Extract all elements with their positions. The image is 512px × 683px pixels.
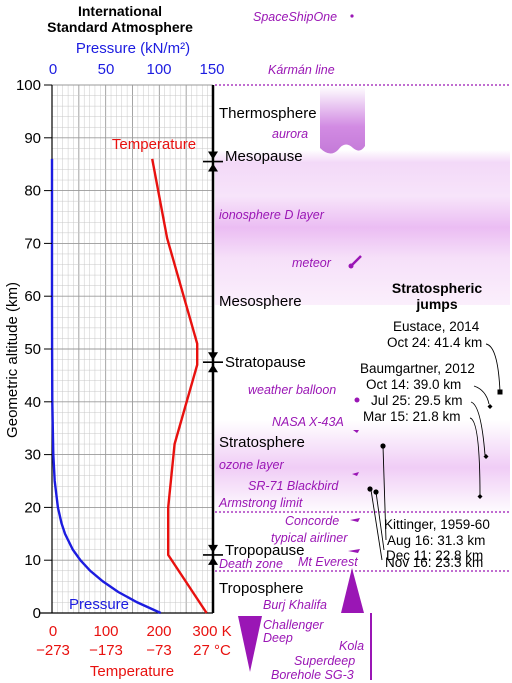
challenger-deep-shape bbox=[238, 616, 262, 672]
annot-meteor: meteor bbox=[292, 256, 332, 270]
temp-c-tick-300: 27 °C bbox=[193, 642, 231, 659]
airliner-icon bbox=[348, 549, 360, 553]
title-line-2: Standard Atmosphere bbox=[47, 19, 193, 35]
temperature-curve-label: Temperature bbox=[112, 136, 196, 153]
temp-c-tick-200: −73 bbox=[146, 642, 171, 659]
layer-mesosphere: Mesosphere bbox=[219, 293, 302, 310]
meteor-icon bbox=[348, 255, 362, 269]
annot-burj-khalifa: Burj Khalifa bbox=[263, 598, 327, 612]
altitude-tick-label: 80 bbox=[24, 183, 41, 200]
temp-k-tick-100: 100 bbox=[93, 623, 118, 640]
temp-c-tick-100: −173 bbox=[89, 642, 123, 659]
annot-ionosphere: ionosphere D layer bbox=[219, 208, 325, 222]
below-challenger: Challenger bbox=[263, 618, 324, 632]
annot-karman-line: Kármán line bbox=[268, 63, 335, 77]
altitude-tick-label: 60 bbox=[24, 288, 41, 305]
ionosphere-band bbox=[215, 150, 510, 305]
below-kola: Kola bbox=[339, 639, 364, 653]
altitude-tick-label: 70 bbox=[24, 235, 41, 252]
jumper-kittinger: Kittinger, 1959-60 bbox=[384, 517, 490, 532]
annot-concorde: Concorde bbox=[285, 514, 339, 528]
altitude-tick-label: 90 bbox=[24, 130, 41, 147]
title-line-1: International bbox=[78, 3, 162, 19]
altitude-tick-label: 10 bbox=[24, 552, 41, 569]
jumper-baumgartner: Baumgartner, 2012 bbox=[360, 361, 475, 376]
annot-death-zone: Death zone bbox=[219, 557, 283, 571]
pause-markers bbox=[203, 151, 223, 565]
baumgartner-entry-1: Oct 14: 39.0 km bbox=[366, 377, 461, 392]
jump-markers bbox=[367, 343, 503, 561]
pressure-axis-label: Pressure (kN/m²) bbox=[76, 40, 190, 57]
pause-marker bbox=[203, 151, 223, 172]
altitude-tick-label: 20 bbox=[24, 499, 41, 516]
pressure-curve-label: Pressure bbox=[69, 596, 129, 613]
altitude-tick-label: 0 bbox=[33, 605, 41, 622]
annot-weather-balloon: weather balloon bbox=[248, 383, 336, 397]
annot-ozone-layer: ozone layer bbox=[219, 458, 284, 472]
baumgartner-entry-2: Jul 25: 29.5 km bbox=[371, 393, 463, 408]
chart-grid bbox=[51, 84, 214, 614]
kittinger-entry-2: Dec 11: 22.8 km bbox=[386, 548, 483, 563]
pressure-tick-0: 0 bbox=[49, 61, 57, 78]
altitude-ticks: 0 10 20 30 40 50 60 70 80 90 100 bbox=[16, 77, 52, 622]
temp-k-tick-0: 0 bbox=[49, 623, 57, 640]
below-borehole: Borehole SG-3 bbox=[271, 668, 354, 682]
ozone-band bbox=[215, 420, 510, 515]
annot-aurora: aurora bbox=[272, 127, 308, 141]
pause-stratopause: Stratopause bbox=[225, 354, 306, 371]
altitude-axis-label: Geometric altitude (km) bbox=[4, 282, 21, 438]
annot-sr71: SR-71 Blackbird bbox=[248, 479, 339, 493]
altitude-tick-label: 50 bbox=[24, 341, 41, 358]
layer-thermosphere: Thermosphere bbox=[219, 105, 317, 122]
kittinger-entry-1: Aug 16: 31.3 km bbox=[387, 533, 485, 548]
annot-typical-airliner: typical airliner bbox=[271, 531, 348, 545]
pause-mesopause: Mesopause bbox=[225, 148, 303, 165]
layer-troposphere: Troposphere bbox=[219, 580, 304, 597]
temperature-curve bbox=[151, 158, 208, 614]
concorde-icon bbox=[350, 518, 360, 522]
annot-spaceshipone: SpaceShipOne bbox=[253, 10, 337, 24]
layer-stratosphere: Stratosphere bbox=[219, 434, 305, 451]
aurora-shape bbox=[320, 86, 365, 154]
annot-armstrong-limit: Armstrong limit bbox=[218, 496, 303, 510]
pressure-tick-150: 150 bbox=[199, 61, 224, 78]
altitude-tick-label: 40 bbox=[24, 394, 41, 411]
eustace-entry-1: Oct 24: 41.4 km bbox=[387, 335, 482, 350]
annot-mt-everest: Mt Everest bbox=[298, 555, 358, 569]
everest-mountain bbox=[341, 568, 364, 613]
pause-tropopause: Tropopause bbox=[225, 542, 305, 559]
below-deep: Deep bbox=[263, 631, 293, 645]
x43a-icon bbox=[353, 430, 359, 433]
kittinger-entry-3: Nov 16: 23.3 km bbox=[385, 555, 483, 570]
jumps-title-line-2: jumps bbox=[415, 296, 457, 312]
weather-balloon-dot bbox=[354, 397, 360, 403]
spaceshipone-dot bbox=[350, 14, 354, 18]
annot-nasa-x43a: NASA X-43A bbox=[272, 415, 344, 429]
below-superdeep: Superdeep bbox=[294, 654, 355, 668]
temp-k-tick-200: 200 bbox=[146, 623, 171, 640]
temperature-axis-label: Temperature bbox=[90, 663, 174, 680]
altitude-tick-label: 100 bbox=[16, 77, 41, 94]
baumgartner-entry-3: Mar 15: 21.8 km bbox=[363, 409, 461, 424]
pause-marker bbox=[203, 352, 223, 373]
pressure-tick-100: 100 bbox=[146, 61, 171, 78]
altitude-tick-label: 30 bbox=[24, 447, 41, 464]
temp-k-tick-300: 300 K bbox=[192, 623, 231, 640]
pressure-curve bbox=[50, 158, 162, 615]
pause-marker bbox=[203, 544, 223, 565]
pressure-tick-50: 50 bbox=[98, 61, 115, 78]
jumps-title-line-1: Stratospheric bbox=[392, 280, 482, 296]
jumper-eustace: Eustace, 2014 bbox=[393, 319, 480, 334]
temp-c-tick-0: −273 bbox=[36, 642, 70, 659]
sr71-icon bbox=[352, 472, 359, 476]
